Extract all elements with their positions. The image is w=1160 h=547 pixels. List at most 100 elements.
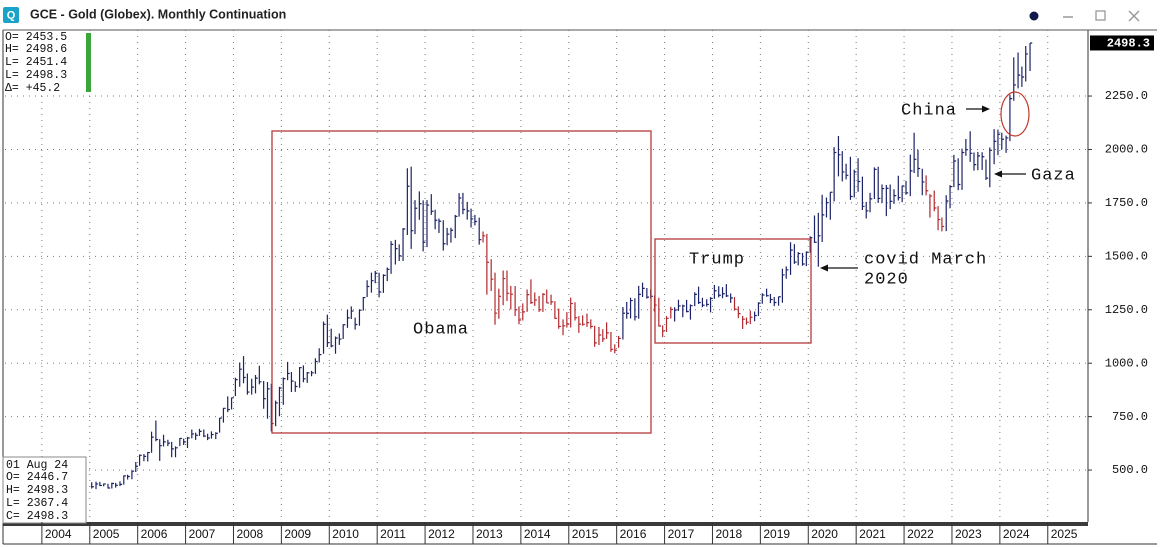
status-dot[interactable] bbox=[1029, 11, 1039, 21]
price-bar bbox=[390, 241, 394, 274]
price-bar bbox=[546, 289, 549, 304]
price-bar bbox=[1025, 46, 1028, 82]
price-bar bbox=[418, 191, 422, 220]
price-bar bbox=[174, 446, 178, 458]
price-bar bbox=[171, 441, 174, 458]
price-bar bbox=[622, 306, 626, 340]
price-bar bbox=[721, 287, 725, 299]
price-bar bbox=[103, 483, 106, 487]
price-bar bbox=[857, 158, 861, 192]
app-icon-glyph: Q bbox=[7, 9, 16, 21]
price-bar bbox=[470, 208, 474, 228]
x-tick-label: 2019 bbox=[763, 527, 790, 541]
price-bar bbox=[570, 297, 573, 328]
price-bar bbox=[111, 482, 115, 489]
price-bar bbox=[314, 358, 318, 374]
price-bar bbox=[275, 400, 278, 427]
price-bar bbox=[150, 431, 154, 453]
price-bar bbox=[694, 292, 697, 307]
price-bar bbox=[617, 335, 621, 348]
price-bar bbox=[478, 217, 482, 245]
header-info: L= 2451.4 bbox=[5, 56, 67, 69]
restore-button[interactable] bbox=[1095, 10, 1106, 21]
price-bar bbox=[761, 293, 765, 304]
title-bar bbox=[0, 0, 1160, 30]
bar-info: L= 2367.4 bbox=[6, 497, 68, 510]
price-bar bbox=[191, 429, 195, 439]
x-tick-label: 2022 bbox=[907, 527, 934, 541]
price-bar bbox=[801, 252, 805, 266]
y-tick-label: 750.0 bbox=[1112, 410, 1148, 424]
x-tick-label: 2017 bbox=[668, 527, 695, 541]
price-bar bbox=[254, 374, 258, 394]
price-bar bbox=[482, 231, 486, 243]
price-bar bbox=[115, 482, 118, 488]
price-bar bbox=[494, 272, 498, 325]
x-tick-label: 2016 bbox=[620, 527, 647, 541]
price-bar bbox=[921, 168, 925, 196]
price-bar bbox=[749, 310, 753, 325]
price-bar bbox=[502, 270, 506, 306]
price-bar bbox=[91, 482, 94, 489]
price-bar bbox=[582, 315, 585, 326]
close-button[interactable] bbox=[1128, 10, 1140, 22]
price-bar bbox=[195, 432, 198, 440]
y-tick-label: 1750.0 bbox=[1105, 196, 1148, 210]
price-bar bbox=[586, 313, 590, 327]
price-bar bbox=[366, 280, 370, 297]
price-bar bbox=[865, 201, 869, 219]
app-icon[interactable] bbox=[3, 7, 19, 23]
bars-layer bbox=[91, 42, 1033, 490]
price-bar bbox=[554, 301, 558, 319]
price-bar bbox=[598, 326, 602, 346]
price-bar bbox=[402, 228, 406, 262]
price-bar bbox=[574, 302, 578, 321]
price-bar bbox=[498, 288, 502, 319]
price-bar bbox=[881, 184, 885, 203]
price-bar bbox=[813, 215, 817, 243]
price-bar bbox=[769, 293, 773, 304]
price-bar bbox=[670, 306, 673, 319]
price-bar bbox=[789, 242, 793, 275]
price-bar bbox=[917, 149, 921, 177]
price-bar bbox=[833, 147, 837, 202]
x-axis-strip bbox=[3, 522, 1088, 526]
x-tick-label: 2025 bbox=[1051, 527, 1078, 541]
price-bar bbox=[737, 306, 741, 319]
price-bar bbox=[909, 154, 913, 197]
price-bar bbox=[725, 284, 729, 297]
price-bar bbox=[374, 270, 378, 284]
price-bar bbox=[410, 166, 414, 249]
price-bar bbox=[610, 331, 614, 352]
price-bar bbox=[135, 461, 138, 472]
header-info-bg bbox=[4, 31, 86, 94]
price-bar bbox=[414, 200, 418, 235]
y-tick-label: 500.0 bbox=[1112, 463, 1148, 477]
price-bar bbox=[877, 166, 881, 203]
x-tick-label: 2013 bbox=[476, 527, 503, 541]
price-bar bbox=[282, 377, 286, 405]
price-bar bbox=[997, 129, 1001, 156]
price-bar bbox=[933, 190, 937, 212]
price-bar bbox=[905, 180, 909, 195]
price-bar bbox=[845, 163, 849, 180]
price-bar bbox=[406, 168, 410, 235]
trump-box bbox=[654, 238, 812, 344]
price-bar bbox=[745, 317, 749, 325]
header-info: O= 2453.5 bbox=[5, 31, 67, 44]
price-bar bbox=[953, 154, 957, 188]
price-bar bbox=[326, 314, 330, 347]
price-bar bbox=[346, 309, 350, 328]
price-bar bbox=[981, 152, 985, 170]
covid-arrowhead bbox=[820, 264, 828, 272]
price-bar bbox=[765, 288, 769, 297]
price-bar bbox=[629, 297, 633, 319]
price-bar bbox=[773, 296, 777, 307]
price-bar bbox=[965, 139, 969, 156]
price-bar bbox=[486, 233, 490, 295]
price-bar bbox=[757, 302, 761, 316]
china-arrowhead bbox=[982, 105, 990, 113]
x-tick-label: 2007 bbox=[189, 527, 216, 541]
price-bar bbox=[566, 312, 570, 328]
price-bar bbox=[1009, 94, 1013, 142]
